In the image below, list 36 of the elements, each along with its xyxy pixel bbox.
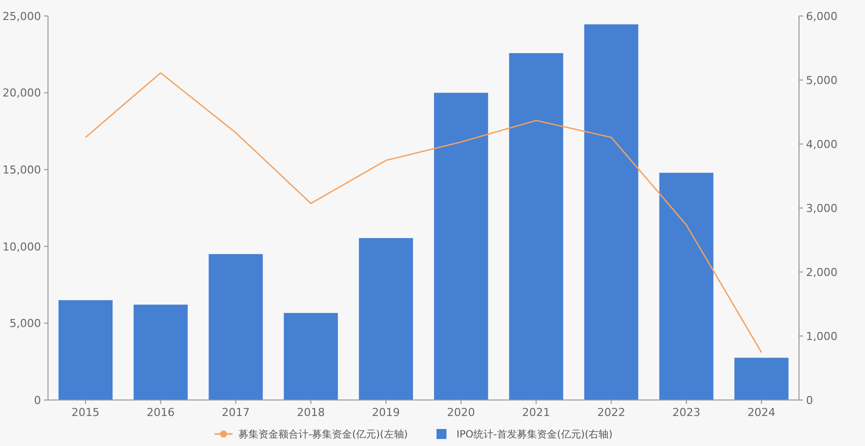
bar <box>734 358 788 400</box>
y-tick-label: 25,000 <box>2 10 41 23</box>
line-series <box>84 72 762 354</box>
bar <box>584 24 638 400</box>
y2-tick-label: 3,000 <box>806 202 838 215</box>
x-tick-label: 2023 <box>672 406 700 419</box>
y2-tick-label: 6,000 <box>806 10 838 23</box>
x-tick-label: 2016 <box>146 406 175 419</box>
y-tick-label: 20,000 <box>2 86 41 100</box>
bar <box>284 312 338 400</box>
y2-tick-label: 2,000 <box>806 266 838 279</box>
y2-tick-label: 4,000 <box>806 138 838 151</box>
y-tick-label: 15,000 <box>2 163 41 176</box>
legend-label: IPO统计-首发募集资金(亿元)(右轴) <box>456 428 613 440</box>
bar <box>509 53 564 400</box>
x-tick-label: 2015 <box>72 406 100 419</box>
x-tick-label: 2022 <box>597 406 626 419</box>
x-tick-label: 2017 <box>222 406 250 419</box>
x-tick-label: 2024 <box>747 406 776 419</box>
y-tick-label: 5,000 <box>10 317 41 330</box>
bar <box>434 92 488 400</box>
bar <box>208 254 263 400</box>
y-tick-label: 10,000 <box>2 240 41 254</box>
x-tick-label: 2019 <box>372 406 400 419</box>
y2-tick-label: 5,000 <box>806 74 838 87</box>
x-tick-label: 2018 <box>296 406 325 419</box>
y2-tick-label: 0 <box>806 394 813 407</box>
bar <box>58 300 113 400</box>
bar <box>358 238 413 400</box>
y2-tick-label: 1,000 <box>806 330 838 343</box>
bar <box>134 304 188 400</box>
legend-label: 募集资金额合计-募集资金(亿元)(左轴) <box>238 428 408 440</box>
y-tick-label: 0 <box>34 394 41 407</box>
x-tick-label: 2020 <box>447 406 476 419</box>
x-tick-label: 2021 <box>522 406 550 419</box>
bar <box>659 172 714 400</box>
